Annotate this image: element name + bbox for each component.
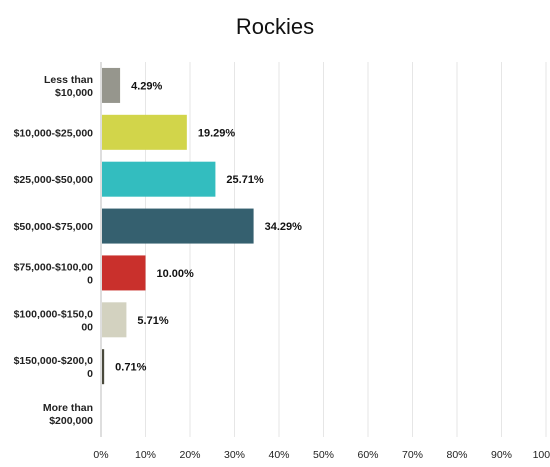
value-label: 19.29% [198, 127, 236, 139]
x-tick-label: 100% [533, 449, 550, 461]
x-tick-label: 50% [313, 449, 334, 461]
category-label: $50,000-$75,000 [14, 221, 94, 233]
x-tick-label: 0% [93, 449, 108, 461]
category-label: Less than $10,000 [44, 74, 93, 99]
value-label: 0.71% [115, 362, 146, 374]
x-tick-label: 90% [491, 449, 512, 461]
category-labels: Less than $10,000 $10,000-$25,000 $25,000-$… [14, 74, 94, 427]
bar [102, 114, 187, 150]
bar [102, 255, 146, 291]
value-labels: 4.29% 19.29% 25.71% 34.29% 10.00% 5.71% 0.71% [115, 80, 302, 373]
x-tick-label: 30% [224, 449, 245, 461]
x-tick-label: 70% [402, 449, 423, 461]
bar [102, 302, 127, 338]
x-tick-label: 60% [357, 449, 378, 461]
category-label: $10,000-$25,000 [14, 127, 94, 139]
bar [102, 349, 105, 385]
x-tick-label: 80% [446, 449, 467, 461]
category-label: $25,000-$50,000 [14, 174, 94, 186]
category-label: $75,000-$100,00 0 [14, 261, 94, 286]
value-label: 4.29% [131, 80, 162, 92]
x-tick-label: 40% [268, 449, 289, 461]
category-label: $100,000-$150,0 00 [14, 308, 94, 333]
value-label: 34.29% [265, 221, 303, 233]
bar [102, 67, 121, 103]
value-label: 25.71% [226, 174, 264, 186]
value-label: 5.71% [137, 315, 168, 327]
gridlines [100, 62, 547, 437]
value-label: 10.00% [157, 268, 195, 280]
x-axis-ticks: 0% 10% 20% 30% 40% 50% 60% 70% 80% 90% 100% [93, 449, 550, 461]
category-label: More than $200,000 [43, 402, 93, 427]
bars [102, 67, 254, 385]
x-tick-label: 10% [135, 449, 156, 461]
bar [102, 161, 216, 197]
category-label: $150,000-$200,0 0 [14, 355, 94, 380]
x-tick-label: 20% [179, 449, 200, 461]
bar [102, 208, 254, 244]
chart-title: Rockies [235, 14, 315, 39]
